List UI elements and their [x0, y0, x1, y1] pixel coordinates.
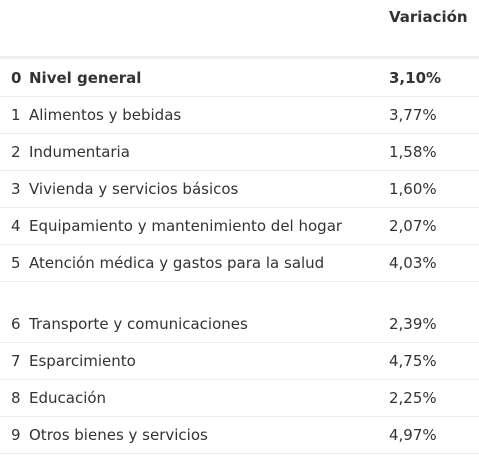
row-variation: 2,39% — [389, 315, 437, 333]
row-category: Educación — [29, 389, 107, 407]
row-index: 9 — [11, 426, 21, 444]
row-variation: 4,03% — [389, 254, 437, 272]
row-index: 7 — [11, 352, 21, 370]
row-index: 5 — [11, 254, 21, 272]
row-variation: 3,77% — [389, 106, 437, 124]
table-row: 1 Alimentos y bebidas 3,77% — [0, 97, 479, 134]
row-variation: 4,75% — [389, 352, 437, 370]
row-category: Transporte y comunicaciones — [29, 315, 248, 333]
table-row: 8 Educación 2,25% — [0, 380, 479, 417]
row-index: 0 — [11, 69, 22, 87]
row-index: 3 — [11, 180, 21, 198]
row-index: 4 — [11, 217, 21, 235]
table-row: 7 Esparcimiento 4,75% — [0, 343, 479, 380]
row-category: Atención médica y gastos para la salud — [29, 254, 325, 272]
row-index: 6 — [11, 315, 21, 333]
table-header: Variación — [0, 0, 479, 59]
row-category: Vivienda y servicios básicos — [29, 180, 239, 198]
table-row: 9 Otros bienes y servicios 4,97% — [0, 417, 479, 454]
table-row: 3 Vivienda y servicios básicos 1,60% — [0, 171, 479, 208]
row-index: 2 — [11, 143, 21, 161]
row-variation: 3,10% — [389, 69, 442, 87]
data-table: Variación 0 Nivel general 3,10% 1 Alimen… — [0, 0, 479, 454]
row-index: 8 — [11, 389, 21, 407]
table-row: 4 Equipamiento y mantenimiento del hogar… — [0, 208, 479, 245]
table-row: 2 Indumentaria 1,58% — [0, 134, 479, 171]
variation-column-header: Variación — [389, 8, 468, 26]
row-variation: 1,58% — [389, 143, 437, 161]
row-category: Esparcimiento — [29, 352, 136, 370]
row-variation: 2,07% — [389, 217, 437, 235]
row-category: Indumentaria — [29, 143, 130, 161]
row-variation: 1,60% — [389, 180, 437, 198]
table-row: 6 Transporte y comunicaciones 2,39% — [0, 282, 479, 343]
row-variation: 4,97% — [389, 426, 437, 444]
table-row: 5 Atención médica y gastos para la salud… — [0, 245, 479, 282]
row-category: Alimentos y bebidas — [29, 106, 182, 124]
row-index: 1 — [11, 106, 21, 124]
row-category: Equipamiento y mantenimiento del hogar — [29, 217, 343, 235]
row-category: Otros bienes y servicios — [29, 426, 208, 444]
row-category: Nivel general — [29, 69, 142, 87]
row-variation: 2,25% — [389, 389, 437, 407]
table-row: 0 Nivel general 3,10% — [0, 59, 479, 97]
